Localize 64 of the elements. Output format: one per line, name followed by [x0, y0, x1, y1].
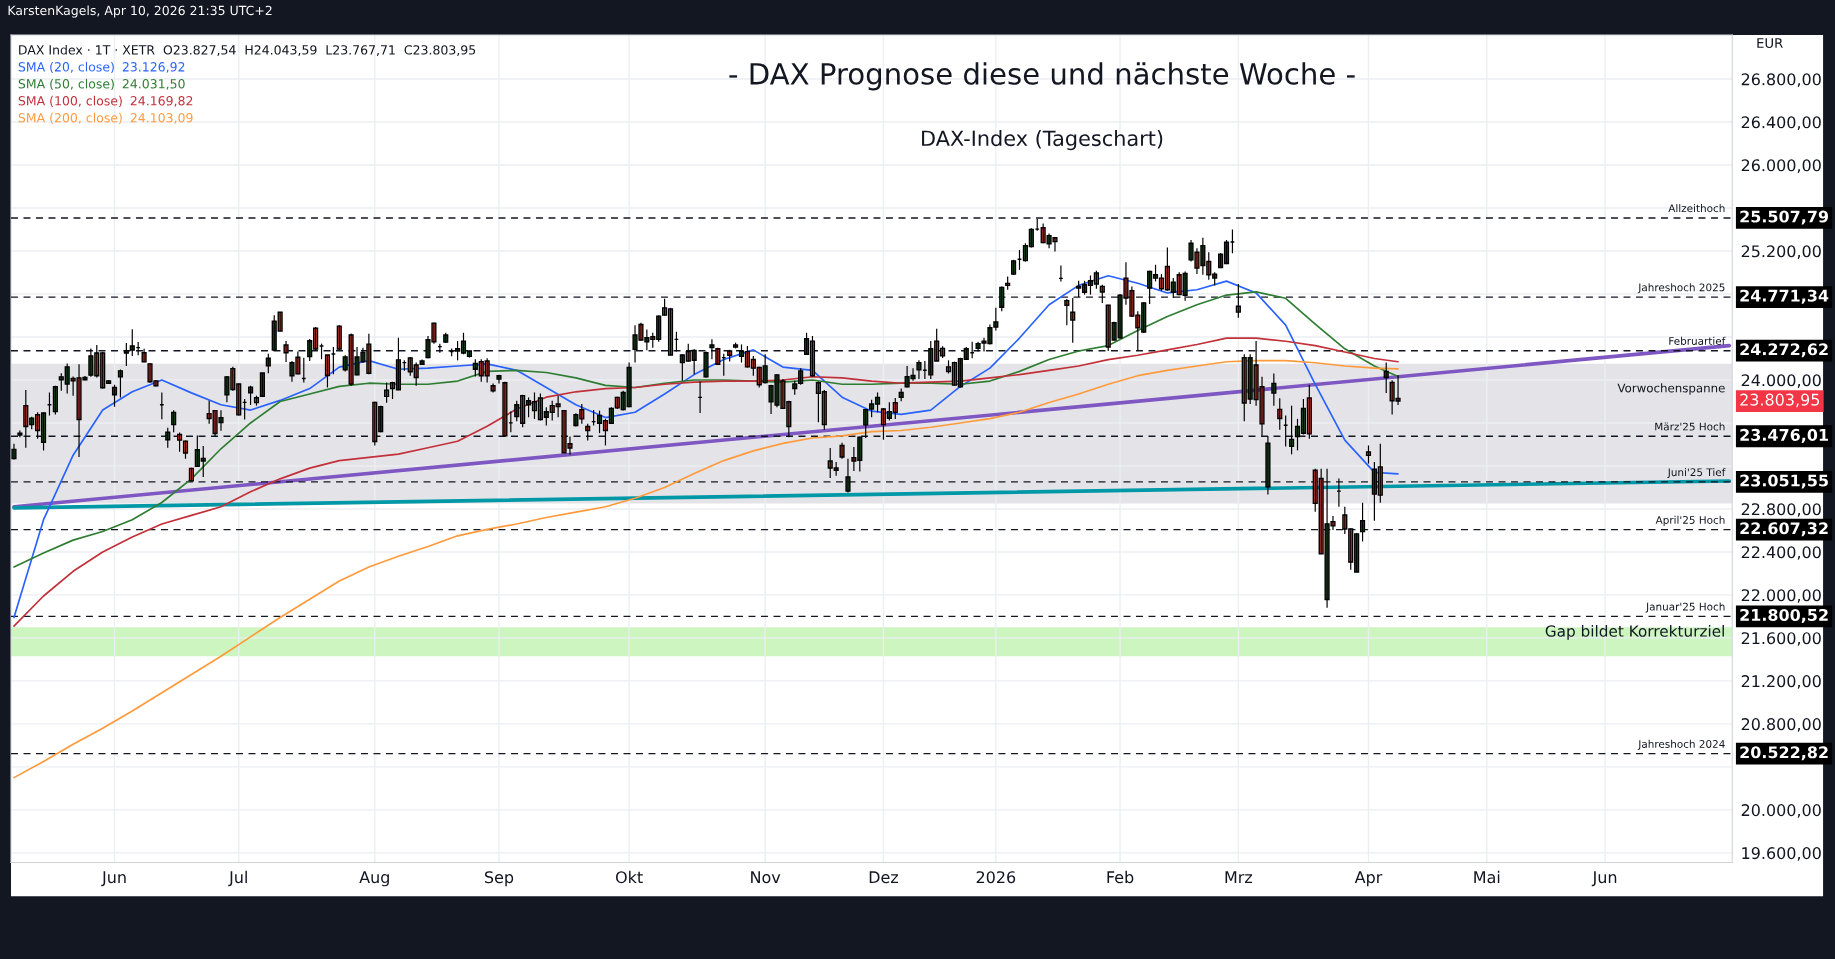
x-tick-label: Jun: [101, 871, 126, 887]
y-tick-label: 25.200,00: [1741, 245, 1821, 259]
y-tick-label: 26.000,00: [1741, 159, 1821, 173]
text: 23.051,55: [1740, 474, 1828, 489]
x-tick-label: Aug: [359, 871, 389, 887]
text: 22.607,32: [1740, 522, 1828, 537]
ref-line-label: Februartief: [1669, 336, 1726, 345]
x-tick-label: 2026: [976, 871, 1016, 884]
annotation: 24.103,09: [130, 113, 193, 124]
text: KarstenKagels, Apr 10, 2026 21:35 UTC+2: [8, 5, 272, 18]
y-tick-label: 21.200,00: [1741, 675, 1821, 689]
annotation: 24.169,82: [130, 96, 193, 107]
y-tick-label: 22.800,00: [1741, 503, 1821, 517]
ref-line-label: April'25 Hoch: [1655, 515, 1725, 526]
x-tick-label: Mrz: [1225, 871, 1253, 883]
ref-line-label: Juni'25 Tief: [1667, 468, 1726, 479]
text: DAX-Index (Tageschart): [922, 130, 1163, 151]
candlestick: [496, 374, 502, 384]
y-tick-label: 26.400,00: [1741, 116, 1821, 130]
y-tick-label: 22.000,00: [1741, 589, 1821, 603]
text: SMA (200, close): [18, 112, 122, 124]
text: 24.771,34: [1740, 289, 1829, 304]
x-tick-label: Sep: [484, 871, 514, 887]
x-tick-label: Jun: [1591, 871, 1617, 887]
text: 24.272,62: [1740, 343, 1828, 358]
x-tick-label: Okt: [615, 870, 643, 884]
text: EUR: [1757, 38, 1783, 48]
text: 20.522,82: [1740, 746, 1828, 761]
text: - DAX Prognose diese und nächste Woche -: [729, 62, 1355, 91]
ref-line-label: Jahreshoch 2024: [1637, 739, 1725, 750]
y-tick-label: 26.800,00: [1741, 73, 1821, 87]
candlestick: [1365, 445, 1372, 464]
y-tick-label: 21.600,00: [1741, 632, 1821, 646]
annotation: 24.031,50: [122, 79, 185, 90]
ref-line-label: Allzeithoch: [1668, 204, 1725, 213]
text: SMA (50, close): [18, 78, 114, 91]
annotation: 23.126,92: [122, 62, 185, 73]
x-tick-label: Apr: [1354, 871, 1383, 887]
y-tick-label: 22.400,00: [1741, 546, 1821, 560]
y-tick-label: 20.000,00: [1741, 804, 1821, 818]
x-tick-label: Feb: [1107, 870, 1134, 884]
band-label: Gap bildet Korrekturziel: [1545, 624, 1724, 640]
text: SMA (100, close): [18, 95, 122, 107]
y-tick-label: 19.600,00: [1742, 847, 1821, 861]
text: 25.507,79: [1740, 210, 1829, 225]
y-tick-label: 24.000,00: [1741, 374, 1821, 388]
line-series: [13, 291, 1399, 568]
text: 21.800,52: [1740, 608, 1828, 624]
x-tick-label: Nov: [751, 871, 781, 884]
text: 23.476,01: [1740, 428, 1828, 443]
line-series: [13, 359, 1399, 779]
x-tick-label: Mai: [1474, 870, 1500, 884]
y-tick-label: 20.800,00: [1741, 718, 1821, 732]
x-tick-label: Jul: [228, 870, 247, 887]
x-tick-label: Dez: [869, 871, 899, 884]
annotation: DAX Index · 1T · XETR O23.827,54 H24.043,59 L23.767,71 C23.803,95: [19, 44, 476, 56]
ref-line-label: Jahreshoch 2025: [1637, 283, 1725, 294]
line-series: [13, 274, 1399, 619]
line-series: [13, 337, 1399, 627]
text: 23.803,95: [1740, 393, 1820, 408]
ref-line-label: Januar'25 Hoch: [1645, 602, 1725, 613]
ref-line-label: März'25 Hoch: [1655, 422, 1725, 431]
text: SMA (20, close): [18, 61, 114, 74]
band-label: Vorwochenspanne: [1617, 383, 1725, 395]
